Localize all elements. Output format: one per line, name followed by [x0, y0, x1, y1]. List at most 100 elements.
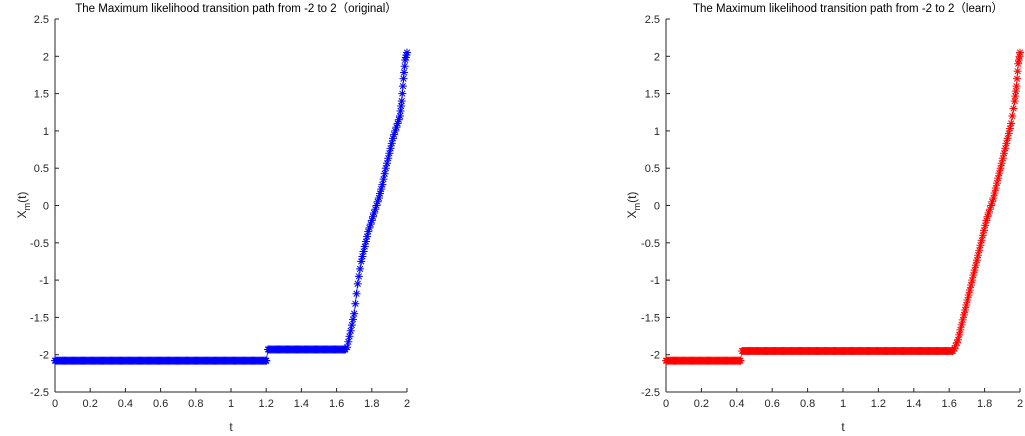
y-tick-label: 1.5 — [645, 89, 660, 101]
data-point-star — [1005, 124, 1014, 133]
x-tick-label: 1.2 — [259, 398, 274, 410]
data-point-star — [996, 164, 1005, 173]
y-tick-label: 2.5 — [34, 14, 49, 26]
x-tick-label: 0.6 — [765, 398, 780, 410]
y-axis-label-sub: m — [22, 203, 32, 211]
y-tick-label: -1.5 — [641, 312, 660, 324]
data-point-star — [1004, 129, 1013, 138]
x-tick-label: 0.4 — [118, 398, 133, 410]
x-tick-labels: 0 0.2 0.4 0.6 0.8 1 1.2 1.4 1.6 1.8 2 — [52, 388, 410, 410]
data-point-star — [1001, 144, 1010, 153]
data-point-star — [1007, 119, 1016, 128]
y-tick-label: -1.5 — [30, 312, 49, 324]
y-tick-label: -0.5 — [30, 238, 49, 250]
x-tick-label: 1.6 — [329, 398, 344, 410]
axes-frame — [665, 19, 1020, 393]
svg-text:Xm(t): Xm(t) — [625, 192, 642, 219]
data-point-star — [967, 281, 976, 290]
data-point-star — [345, 332, 354, 341]
data-point-star — [988, 197, 997, 206]
data-point-star — [1013, 74, 1022, 83]
y-tick-label: -2 — [650, 350, 660, 362]
x-tick-label: 1.4 — [294, 398, 309, 410]
data-point-star — [398, 89, 407, 98]
data-point-star — [992, 179, 1001, 188]
data-point-star — [1011, 87, 1020, 96]
data-point-star — [388, 134, 397, 143]
x-tick-label: 0.6 — [153, 398, 168, 410]
x-tick-label: 0.2 — [694, 398, 709, 410]
data-markers — [51, 48, 411, 365]
data-point-star — [991, 184, 1000, 193]
data-point-star — [360, 242, 369, 251]
data-point-star — [343, 343, 352, 352]
data-point-star — [1008, 111, 1017, 120]
data-point-star — [400, 62, 409, 71]
x-tick-label: 0.4 — [729, 398, 744, 410]
chart-panel-learn: The Maximum likelihood transition path f… — [625, 2, 1024, 434]
data-point-star — [361, 237, 370, 246]
data-point-star — [1013, 67, 1022, 76]
axes-frame — [54, 19, 407, 393]
data-point-star — [963, 295, 972, 304]
x-tick-labels: 0 0.2 0.4 0.6 0.8 1 1.2 1.4 1.6 1.8 2 — [663, 388, 1023, 410]
data-point-star — [974, 251, 983, 260]
data-point-star — [985, 205, 994, 214]
y-tick-label: 2 — [43, 51, 49, 63]
x-tick-label: 1 — [228, 398, 234, 410]
data-point-star — [344, 337, 353, 346]
data-point-star — [964, 291, 973, 300]
y-tick-labels: 2.5 2 1.5 1 0.5 0 -0.5 -1 -1.5 -2 -2.5 — [641, 14, 670, 399]
data-point-star — [400, 68, 409, 77]
x-tick-label: 2 — [404, 398, 410, 410]
y-axis-label-sub: m — [632, 203, 642, 211]
data-point-star — [353, 279, 362, 288]
data-point-star — [357, 257, 366, 266]
y-tick-label: 0.5 — [645, 163, 660, 175]
data-point-star — [970, 266, 979, 275]
data-point-star — [980, 226, 989, 235]
y-axis-label-main: X — [625, 210, 639, 218]
data-point-star — [397, 97, 406, 106]
x-tick-label: 0 — [663, 398, 669, 410]
y-tick-label: -1 — [650, 275, 660, 287]
x-tick-label: 1.4 — [906, 398, 921, 410]
x-tick-label: 1.2 — [871, 398, 886, 410]
data-point-star — [983, 212, 992, 221]
data-point-star — [959, 310, 968, 319]
data-point-star — [384, 154, 393, 163]
data-point-star — [398, 82, 407, 91]
data-point-star — [354, 272, 363, 281]
chart-panel-original: The Maximum likelihood transition path f… — [15, 2, 411, 434]
data-point-star — [350, 309, 359, 318]
data-point-star — [972, 256, 981, 265]
data-point-star — [396, 107, 405, 116]
x-tick-label: 1.8 — [364, 398, 379, 410]
data-point-star — [356, 264, 365, 273]
data-point-star — [1002, 139, 1011, 148]
y-tick-label: -2 — [39, 350, 49, 362]
x-tick-label: 1.6 — [942, 398, 957, 410]
y-tick-label: 2.5 — [645, 14, 660, 26]
data-point-star — [399, 74, 408, 83]
data-point-star — [965, 286, 974, 295]
data-point-star — [975, 246, 984, 255]
data-point-star — [997, 159, 1006, 168]
data-point-star — [981, 221, 990, 230]
data-point-star — [358, 252, 367, 261]
data-point-star — [968, 276, 977, 285]
y-tick-labels: 2.5 2 1.5 1 0.5 0 -0.5 -1 -1.5 -2 -2.5 — [30, 14, 59, 399]
y-axis-label: Xm(t) — [625, 192, 642, 219]
y-tick-label: 0 — [43, 201, 49, 213]
data-point-star — [352, 289, 361, 298]
data-point-star — [383, 159, 392, 168]
data-point-star — [1000, 149, 1009, 158]
y-tick-label: -1 — [39, 275, 49, 287]
data-point-star — [998, 154, 1007, 163]
y-tick-label: 0.5 — [34, 163, 49, 175]
chart-title: The Maximum likelihood transition path f… — [693, 2, 1003, 15]
x-axis-label: t — [841, 420, 845, 434]
y-tick-label: 1 — [654, 126, 660, 138]
x-tick-label: 0.8 — [800, 398, 815, 410]
